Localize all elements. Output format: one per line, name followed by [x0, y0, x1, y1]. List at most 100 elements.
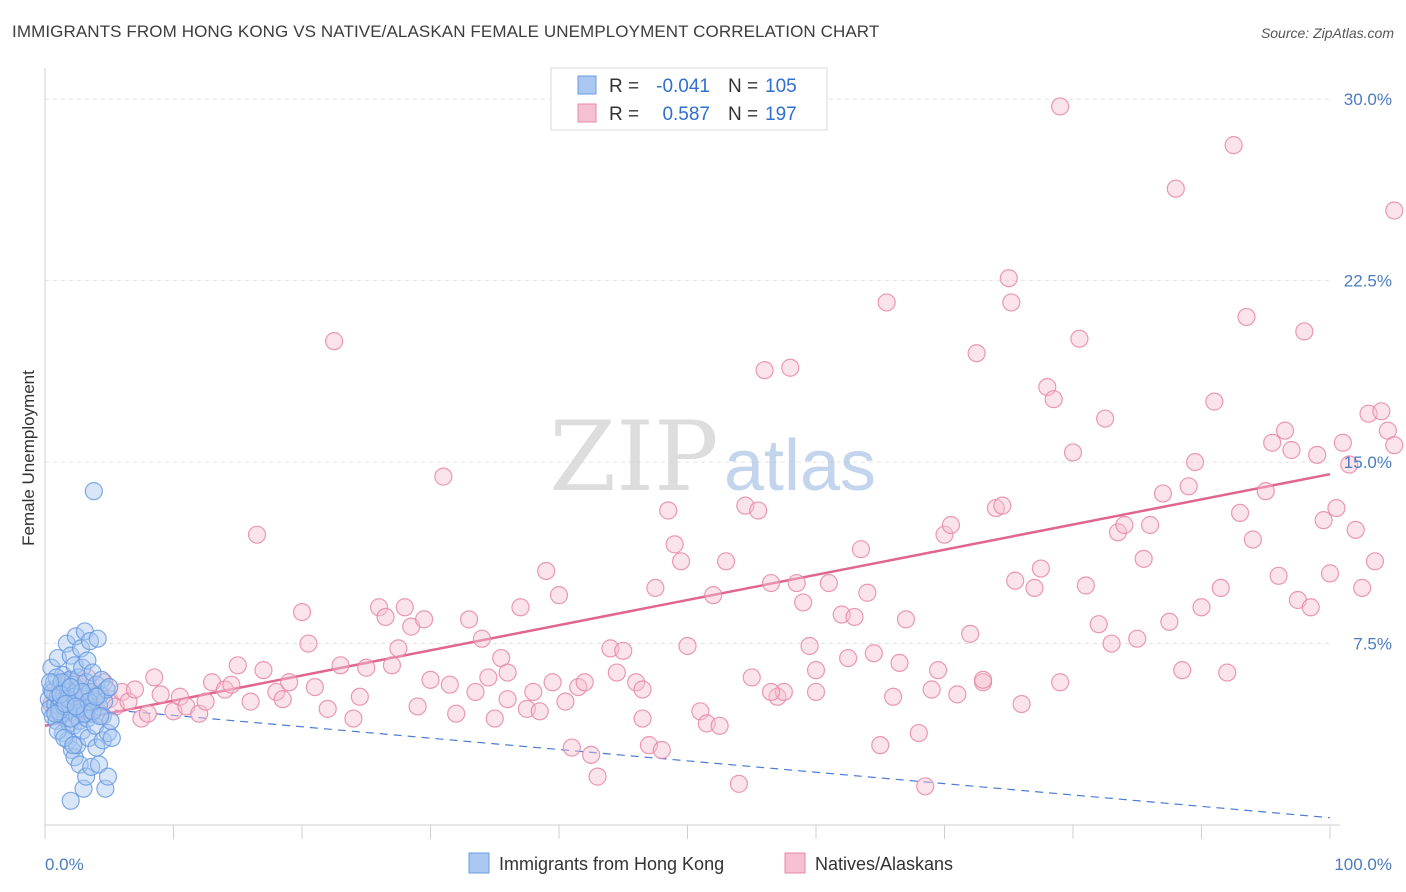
point-s1-127	[935, 525, 954, 544]
point-s1-48	[357, 658, 376, 677]
point-s1-76	[562, 738, 581, 757]
point-s1-128	[941, 515, 961, 535]
point-s0-50	[77, 767, 96, 786]
y-tick-label-3: 30.0%	[1344, 90, 1392, 109]
point-s1-60	[447, 704, 466, 723]
point-s0-101	[48, 721, 67, 740]
series-0-points	[39, 482, 121, 810]
point-s1-115	[851, 540, 871, 559]
point-s1-196	[498, 690, 517, 709]
point-s1-137	[1006, 571, 1025, 590]
legend-swatch-hong-kong	[468, 852, 490, 874]
stats-n-label-2: N =	[728, 104, 758, 125]
point-s1-150	[1108, 523, 1128, 542]
point-s1-84	[626, 673, 646, 692]
source-label: Source: ZipAtlas.com	[1260, 25, 1394, 41]
point-s1-158	[1173, 661, 1192, 680]
data-points	[39, 97, 1404, 810]
bottom-legend: Immigrants from Hong Kong Natives/Alaska…	[468, 852, 953, 874]
point-s1-186	[1365, 552, 1385, 571]
point-s0-77	[100, 677, 119, 697]
point-s1-59	[440, 675, 459, 694]
point-s1-135	[999, 269, 1018, 288]
x-tick-label-0: 0.0%	[45, 855, 84, 874]
point-s1-178	[1314, 511, 1333, 530]
trend-line-0	[44, 703, 1331, 819]
point-s1-139	[1025, 578, 1044, 598]
point-s0-103	[64, 736, 83, 755]
point-s1-184	[1353, 578, 1372, 598]
point-s1-164	[1218, 663, 1237, 682]
point-s1-138	[1012, 694, 1031, 714]
point-s1-149	[1102, 634, 1121, 653]
point-s1-52	[389, 639, 408, 658]
point-s1-144	[1063, 443, 1083, 462]
stats-legend-box	[550, 67, 828, 131]
point-s1-131	[967, 344, 986, 363]
point-s1-154	[1140, 515, 1160, 535]
stats-legend-swatch-blue	[577, 75, 597, 95]
point-s0-93	[87, 687, 106, 706]
point-s1-103	[761, 573, 781, 593]
stats-n-value-2: 197	[765, 104, 797, 125]
point-s1-102	[755, 361, 774, 380]
point-s1-56	[414, 610, 434, 629]
point-s1-35	[247, 525, 267, 544]
point-s1-100	[742, 668, 761, 687]
y-axis-label: Female Unemployment	[19, 370, 38, 546]
point-s1-73	[543, 673, 562, 692]
point-s1-143	[1051, 673, 1070, 692]
point-s0-104	[61, 791, 80, 810]
point-s1-165	[1224, 136, 1243, 155]
point-s1-121	[890, 653, 909, 673]
point-s0-74	[97, 680, 116, 699]
point-s0-97	[51, 685, 70, 704]
point-s1-23	[145, 668, 164, 687]
point-s0-100	[66, 697, 85, 716]
point-s1-53	[395, 598, 414, 617]
y-tick-label-2: 22.5%	[1344, 272, 1392, 291]
point-s1-129	[948, 685, 967, 704]
point-s1-90	[665, 535, 684, 554]
point-s1-122	[896, 610, 916, 629]
point-s1-97	[716, 552, 736, 571]
point-s1-43	[318, 699, 337, 718]
point-s1-68	[511, 598, 530, 617]
point-s1-195	[633, 709, 652, 728]
stats-r-label-2: R =	[609, 104, 639, 125]
point-s1-78	[575, 673, 594, 692]
point-s1-163	[1211, 578, 1230, 598]
point-s0-95	[41, 673, 60, 692]
point-s1-51	[382, 656, 402, 675]
point-s1-32	[222, 675, 241, 694]
point-s0-94	[91, 707, 110, 726]
point-s1-140	[1031, 559, 1050, 578]
point-s1-74	[549, 586, 569, 605]
point-s1-193	[806, 661, 826, 680]
y-tick-label-1: 15.0%	[1344, 453, 1392, 472]
point-s1-41	[299, 634, 318, 653]
point-s0-3	[42, 658, 61, 677]
point-s1-50	[376, 607, 395, 627]
point-s1-114	[845, 607, 864, 627]
point-s0-34	[66, 627, 85, 646]
point-s1-72	[537, 561, 556, 581]
point-s1-113	[839, 648, 858, 668]
point-s1-33	[228, 656, 247, 675]
point-s1-62	[466, 682, 485, 702]
point-s1-40	[292, 602, 312, 622]
point-s1-24	[151, 685, 170, 704]
point-s1-116	[858, 583, 877, 602]
trend-lines	[44, 472, 1331, 819]
point-s1-162	[1205, 392, 1224, 411]
point-s1-20	[125, 680, 145, 699]
point-s0-65	[88, 629, 107, 648]
point-s1-85	[633, 680, 652, 699]
point-s1-118	[871, 736, 890, 755]
point-s1-82	[607, 663, 626, 682]
point-s1-147	[1089, 615, 1108, 634]
point-s1-95	[704, 586, 723, 605]
point-s1-80	[588, 767, 607, 786]
point-s1-55	[408, 697, 427, 716]
point-s1-79	[582, 745, 601, 764]
